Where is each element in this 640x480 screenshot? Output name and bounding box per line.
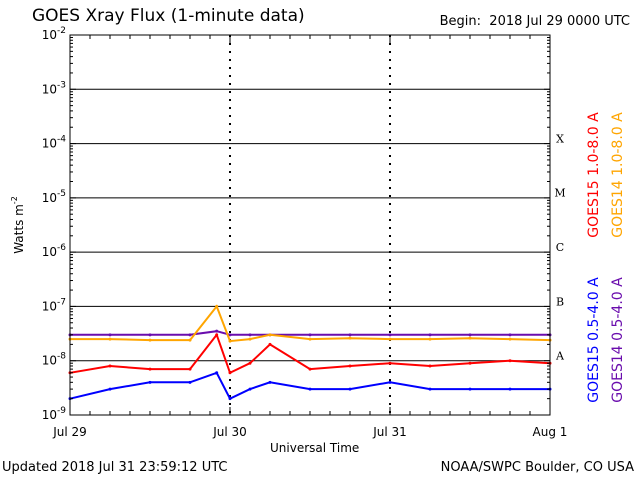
legend-entry: GOES15 1.0-8.0 A: [586, 112, 602, 238]
series-point: [468, 336, 472, 340]
series-point: [188, 367, 192, 371]
series-point: [428, 364, 432, 368]
grid-lines: [70, 35, 550, 415]
series-point: [228, 397, 232, 401]
plot-frame: [69, 34, 551, 416]
begin-label: Begin: 2018 Jul 29 0000 UTC: [440, 14, 630, 29]
series-point: [308, 367, 312, 371]
series-point: [348, 387, 352, 391]
series-point: [108, 364, 112, 368]
series-point: [108, 387, 112, 391]
series-point: [248, 387, 252, 391]
begin-key: Begin:: [439, 14, 482, 29]
series-point: [428, 387, 432, 391]
y-tick-label: 10-7: [42, 297, 66, 313]
series-point: [308, 337, 312, 341]
x-axis-ticks: Jul 29 Jul 30 Jul 31 Aug 1: [52, 35, 567, 439]
series-point: [108, 337, 112, 341]
series-point: [188, 380, 192, 384]
y-tick-label: 10-4: [42, 135, 67, 151]
series-point: [468, 361, 472, 365]
series-point: [108, 333, 112, 337]
series-point: [148, 380, 152, 384]
chart-title: GOES Xray Flux (1-minute data): [32, 6, 305, 26]
x-tick-label: Jul 30: [212, 425, 247, 439]
y-axis-label-text: Watts m: [12, 204, 26, 254]
series-point: [508, 333, 512, 337]
legend-entry: GOES15 0.5-4.0 A: [586, 277, 602, 403]
flare-class-labels: A B C M X: [554, 132, 565, 362]
x-tick-label: Jul 29: [52, 425, 87, 439]
series-point: [388, 333, 392, 337]
series-point: [348, 336, 352, 340]
y-tick-label: 10-2: [42, 26, 66, 42]
x-tick-label: Jul 31: [372, 425, 407, 439]
series-line: [69, 371, 550, 401]
series-point: [228, 333, 232, 337]
series-point: [388, 361, 392, 365]
series-point: [148, 367, 152, 371]
y-axis-label: Watts m-2: [10, 196, 26, 254]
series-point: [248, 333, 252, 337]
credit-label: NOAA/SWPC Boulder, CO USA: [440, 460, 634, 475]
y-tick-label: 10-5: [42, 189, 66, 205]
series-point: [215, 333, 219, 337]
series-point: [268, 333, 272, 337]
y-tick-label: 10-8: [42, 352, 67, 368]
series-point: [508, 359, 512, 363]
series-point: [268, 342, 272, 346]
series-point: [348, 364, 352, 368]
begin-value: 2018 Jul 29 0000 UTC: [489, 14, 630, 29]
series-point: [228, 339, 232, 343]
series-point: [348, 333, 352, 337]
x-axis-label: Universal Time: [270, 441, 360, 455]
series-point: [188, 333, 192, 337]
series-point: [148, 333, 152, 337]
series-point: [228, 371, 232, 375]
y-tick-label: 10-6: [42, 243, 67, 259]
series-point: [388, 337, 392, 341]
series-point: [468, 333, 472, 337]
series-point: [508, 337, 512, 341]
x-tick-label: Aug 1: [533, 425, 568, 439]
legend-entry: GOES14 1.0-8.0 A: [610, 112, 626, 238]
series-point: [215, 371, 219, 375]
y-tick-label: 10-3: [42, 80, 66, 96]
series-point: [308, 387, 312, 391]
series-point: [215, 329, 219, 333]
flare-class-label: C: [556, 241, 564, 254]
legend-entry: GOES14 0.5-4.0 A: [610, 277, 626, 403]
flare-class-label: X: [556, 132, 564, 145]
series-point: [215, 304, 219, 308]
series-point: [508, 387, 512, 391]
y-tick-label: 10-9: [42, 406, 67, 422]
series-layer: [68, 304, 552, 401]
legend: GOES15 1.0-8.0 A GOES14 1.0-8.0 A GOES15 0…: [586, 112, 626, 403]
series-point: [248, 361, 252, 365]
flare-class-label: B: [556, 295, 564, 308]
series-point: [468, 387, 472, 391]
series-point: [188, 338, 192, 342]
y-axis-label-exp: -2: [10, 196, 19, 204]
series-point: [428, 333, 432, 337]
series-point: [308, 333, 312, 337]
flare-class-label: A: [555, 350, 565, 363]
series-point: [248, 337, 252, 341]
series-point: [268, 380, 272, 384]
series-point: [148, 338, 152, 342]
series-point: [428, 337, 432, 341]
flare-class-label: M: [554, 187, 565, 200]
series-point: [388, 380, 392, 384]
updated-timestamp: Updated 2018 Jul 31 23:59:12 UTC: [2, 460, 228, 475]
y-axis-ticks: 10-9 10-8 10-7 10-6 10-5 10-4 10-3 10-2: [42, 26, 550, 422]
